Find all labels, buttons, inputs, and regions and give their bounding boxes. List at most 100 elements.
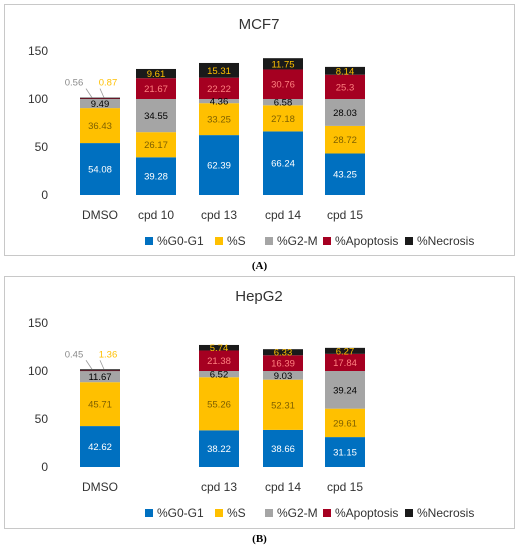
y-tick-label: 150 bbox=[28, 316, 48, 330]
data-label: 21.67 bbox=[144, 84, 168, 95]
data-label: 0.56 bbox=[65, 78, 84, 89]
data-label: 38.66 bbox=[271, 444, 295, 455]
data-label: 38.22 bbox=[207, 444, 231, 455]
legend-swatch bbox=[215, 237, 223, 245]
bar-segment bbox=[263, 99, 303, 106]
legend-label: %Apoptosis bbox=[335, 234, 398, 248]
category-label: cpd 10 bbox=[138, 208, 174, 222]
category-label: cpd 13 bbox=[201, 480, 237, 494]
category-label: cpd 15 bbox=[327, 208, 363, 222]
bar-segment bbox=[80, 426, 120, 467]
data-label: 52.31 bbox=[271, 400, 295, 411]
bar-segment bbox=[80, 382, 120, 427]
chart-title: MCF7 bbox=[239, 16, 280, 33]
data-label: 17.84 bbox=[333, 358, 357, 369]
data-label: 9.49 bbox=[91, 99, 110, 110]
bar-segment bbox=[199, 371, 239, 378]
chart-title: HepG2 bbox=[235, 288, 283, 305]
y-tick-label: 50 bbox=[35, 140, 49, 154]
y-tick-label: 150 bbox=[28, 44, 48, 58]
y-tick-label: 0 bbox=[41, 188, 48, 202]
bar-segment bbox=[199, 377, 239, 431]
bar-segment bbox=[199, 135, 239, 195]
bar-segment bbox=[199, 103, 239, 136]
legend-swatch bbox=[145, 237, 153, 245]
data-label: 0.45 bbox=[65, 349, 84, 360]
legend-swatch bbox=[405, 509, 413, 517]
legend-label: %G0-G1 bbox=[157, 234, 204, 248]
caption-b: (B) bbox=[252, 533, 267, 545]
category-label: cpd 15 bbox=[327, 480, 363, 494]
data-label: 34.55 bbox=[144, 111, 168, 122]
chart-panel-hepg2: HepG2 0 50 100 150 DMSO cpd 13 cpd 14 cpd 15 42.6… bbox=[4, 276, 515, 529]
bar-segment bbox=[325, 66, 365, 75]
bar-segment bbox=[199, 344, 239, 351]
legend-label: %G2-M bbox=[277, 234, 318, 248]
bar-segment bbox=[80, 369, 120, 371]
legend-label: %G0-G1 bbox=[157, 506, 204, 520]
bar-segment bbox=[263, 131, 303, 195]
bar-segment bbox=[325, 153, 365, 195]
y-tick-label: 0 bbox=[41, 460, 48, 474]
legend-label: %Necrosis bbox=[417, 506, 474, 520]
y-tick-label: 100 bbox=[28, 92, 48, 106]
data-label: 21.38 bbox=[207, 356, 231, 367]
data-label: 5.74 bbox=[210, 343, 229, 354]
caption-a: (A) bbox=[251, 260, 268, 272]
data-label: 62.39 bbox=[207, 161, 231, 172]
bar-segment bbox=[263, 429, 303, 467]
bar-segment bbox=[136, 157, 176, 195]
data-label: 29.61 bbox=[333, 418, 357, 429]
bar-segment bbox=[263, 355, 303, 371]
legend-swatch bbox=[145, 509, 153, 517]
data-label: 11.75 bbox=[271, 59, 294, 70]
legend-swatch bbox=[265, 237, 273, 245]
data-label: 6.52 bbox=[210, 370, 229, 381]
data-label: 8.14 bbox=[336, 66, 355, 77]
category-label: cpd 13 bbox=[201, 208, 237, 222]
legend-swatch bbox=[323, 237, 331, 245]
leader-line bbox=[99, 88, 105, 98]
data-label: 9.61 bbox=[147, 69, 166, 80]
chart-panel-mcf7: MCF7 0 50 100 150 DMSO cpd 10 cpd 13 cpd 14 cpd 1… bbox=[4, 4, 515, 256]
data-label: 6.33 bbox=[274, 348, 293, 359]
bar-segment bbox=[136, 68, 176, 79]
data-label: 27.18 bbox=[271, 114, 295, 125]
y-tick-label: 50 bbox=[35, 412, 49, 426]
bar-segment bbox=[80, 143, 120, 195]
bar-segment bbox=[325, 125, 365, 154]
bar-segment bbox=[199, 430, 239, 467]
bar-segment bbox=[325, 408, 365, 438]
bar-segment bbox=[80, 97, 120, 99]
data-label: 1.36 bbox=[99, 349, 118, 360]
data-label: 45.71 bbox=[88, 400, 112, 411]
data-label: 9.03 bbox=[274, 371, 293, 382]
bar-segment bbox=[199, 62, 239, 78]
bar-segment bbox=[136, 99, 176, 133]
data-label: 26.17 bbox=[144, 140, 168, 151]
data-label: 31.15 bbox=[333, 448, 357, 459]
data-label: 43.25 bbox=[333, 170, 357, 181]
bar-segment bbox=[80, 371, 120, 383]
bar-segment bbox=[325, 99, 365, 126]
data-label: 39.24 bbox=[333, 385, 357, 396]
legend-swatch bbox=[215, 509, 223, 517]
chart-hepg2: HepG2 0 50 100 150 DMSO cpd 13 cpd 14 cpd 15 42.6… bbox=[28, 288, 474, 520]
chart-mcf7: MCF7 0 50 100 150 DMSO cpd 10 cpd 13 cpd 14 cpd 1… bbox=[28, 16, 474, 248]
leader-line bbox=[99, 360, 105, 370]
category-label: DMSO bbox=[82, 480, 118, 494]
legend-label: %G2-M bbox=[277, 506, 318, 520]
legend-swatch bbox=[323, 509, 331, 517]
bar-segment bbox=[80, 370, 120, 372]
data-label: 66.24 bbox=[271, 159, 295, 170]
data-label: 15.31 bbox=[207, 66, 231, 77]
data-label: 28.03 bbox=[333, 108, 357, 119]
y-tick-label: 100 bbox=[28, 364, 48, 378]
data-label: 33.25 bbox=[207, 115, 231, 126]
bar-segment bbox=[136, 78, 176, 99]
bar-segment bbox=[263, 371, 303, 380]
data-label: 30.76 bbox=[271, 80, 295, 91]
bar-segment bbox=[199, 350, 239, 371]
data-label: 16.39 bbox=[271, 359, 295, 370]
bar-segment bbox=[80, 98, 120, 99]
